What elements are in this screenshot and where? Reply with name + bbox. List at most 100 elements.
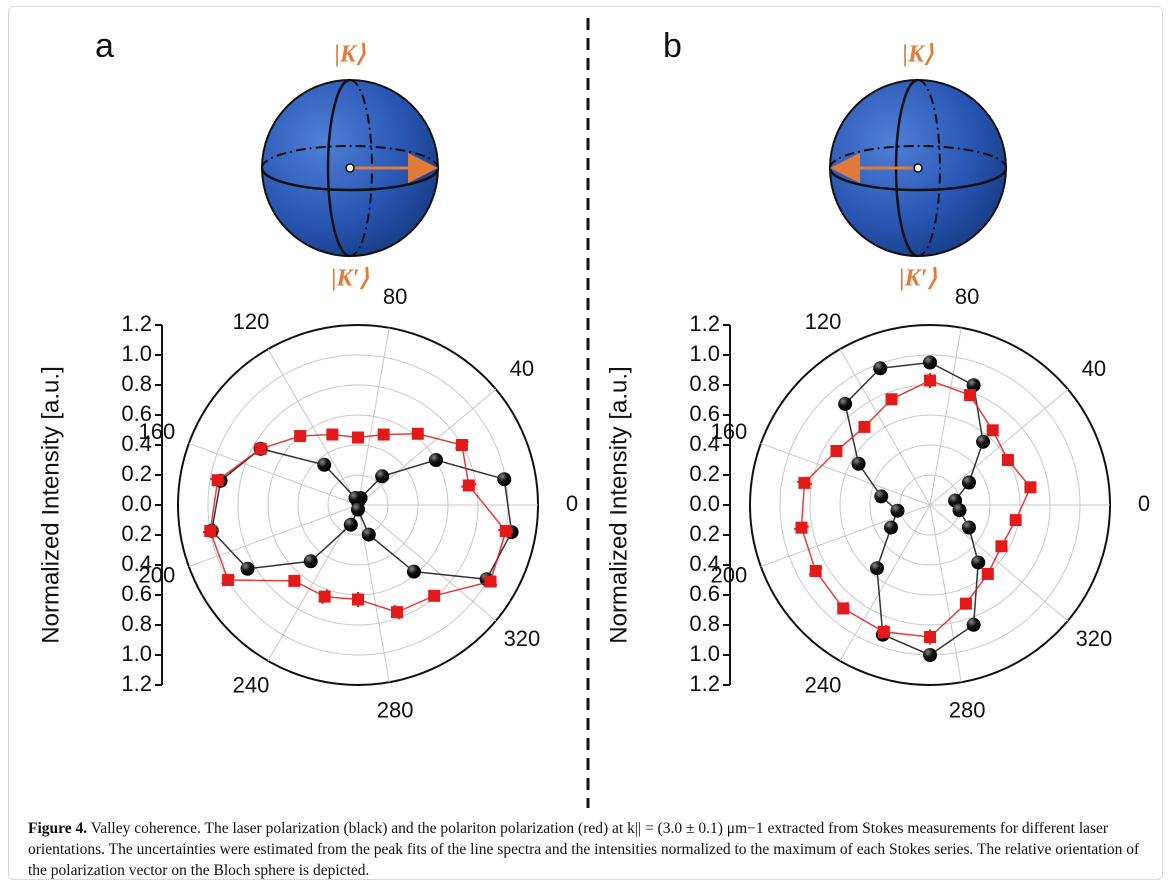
series-line [801,381,1030,638]
grid-spoke [930,328,961,505]
angle-tick-label: 40 [1082,356,1106,381]
data-point [873,361,887,375]
grid-spoke [268,349,358,505]
data-point [317,458,331,472]
data-point [344,518,358,532]
data-point [891,504,905,518]
angle-tick-label: 320 [1076,626,1113,651]
data-point [967,618,981,632]
data-point [924,375,936,387]
figure: a|K⟩|K′⟩040801201602002402803200.00.20.2… [0,0,1173,812]
data-point [407,565,421,579]
data-point [429,453,443,467]
angle-tick-label: 0 [566,491,578,516]
radial-tick-label: 0.4 [121,431,152,456]
radial-tick-label: 0.4 [689,431,720,456]
data-point [1024,481,1036,493]
grid-spoke [761,443,930,505]
data-point [837,602,849,614]
data-point [288,575,300,587]
radial-tick-label: 0.0 [121,491,152,516]
data-point [923,648,937,662]
radial-tick-label: 1.0 [689,641,720,666]
radial-tick-label: 0.8 [689,371,720,396]
radial-axis-label: Normalized Intensity [a.u.] [37,366,64,643]
radial-tick-label: 1.0 [689,341,720,366]
data-point [830,445,842,457]
radial-tick-label: 0.6 [689,401,720,426]
data-point [500,525,512,537]
data-point [874,489,888,503]
data-point [982,568,994,580]
data-point [924,631,936,643]
grid-spoke [761,505,930,567]
data-point [352,432,364,444]
angle-tick-label: 40 [510,356,534,381]
page: a|K⟩|K′⟩040801201602002402803200.00.20.2… [0,0,1173,888]
angle-tick-label: 120 [805,309,842,334]
angle-tick-label: 240 [233,673,270,698]
data-point [795,522,807,534]
angle-tick-label: 0 [1138,491,1150,516]
data-point [1010,514,1022,526]
data-point [348,491,362,505]
data-point [858,421,870,433]
data-point [412,428,424,440]
data-point [241,562,255,576]
radial-tick-label: 1.2 [121,671,152,696]
data-point [870,561,884,575]
angle-tick-label: 280 [377,698,414,723]
grid-spoke [268,505,358,661]
data-point [497,472,511,486]
angle-tick-label: 240 [805,673,842,698]
data-point [362,528,376,542]
panel-label: a [95,27,114,65]
radial-tick-label: 0.4 [689,551,720,576]
data-point [485,576,497,588]
data-point [971,555,985,569]
caption-text: Valley coherence. The laser polarization… [28,820,1139,879]
radial-tick-label: 0.2 [689,461,720,486]
radial-tick-label: 1.0 [121,341,152,366]
data-point [204,525,216,537]
state-label: |K⟩ [335,42,366,68]
angle-tick-label: 120 [233,309,270,334]
data-point [222,574,234,586]
data-point [976,435,990,449]
radial-tick-label: 0.0 [689,491,720,516]
data-point [319,591,331,603]
data-point [378,429,390,441]
data-point [878,626,890,638]
data-point [375,469,389,483]
state-label: |K′⟩ [331,266,369,292]
caption-label: Figure 4. [28,820,87,837]
data-point [923,356,937,370]
state-label: |K⟩ [903,42,934,68]
radial-tick-label: 0.2 [689,521,720,546]
radial-tick-label: 0.6 [689,581,720,606]
data-point [326,429,338,441]
radial-tick-label: 1.0 [121,641,152,666]
caption: Figure 4. Valley coherence. The laser po… [28,818,1143,881]
data-point [212,474,224,486]
panel-label: b [663,27,682,65]
data-point [1002,454,1014,466]
data-point [352,594,364,606]
radial-tick-label: 1.2 [689,671,720,696]
data-point [886,393,898,405]
radial-tick-label: 0.4 [121,551,152,576]
data-point [995,540,1007,552]
bloch-sphere [262,80,438,256]
data-point [456,439,468,451]
radial-tick-label: 0.8 [689,611,720,636]
angle-tick-label: 80 [383,284,407,309]
radial-axis-label: Normalized Intensity [a.u.] [605,366,632,643]
radial-tick-label: 1.2 [689,311,720,336]
data-point [798,477,810,489]
data-point [255,443,267,455]
bloch-sphere [830,80,1006,256]
angle-tick-label: 80 [955,284,979,309]
radial-tick-label: 0.8 [121,611,152,636]
data-point [838,397,852,411]
data-point [304,554,318,568]
